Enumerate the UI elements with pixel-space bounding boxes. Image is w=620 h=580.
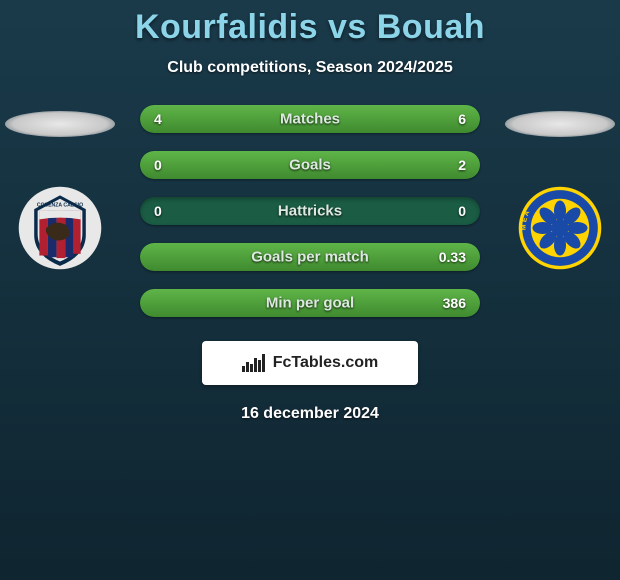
header: Kourfalidis vs Bouah Club competitions, … xyxy=(0,0,620,77)
stat-value-right: 0 xyxy=(458,203,466,219)
club-badge-right: M E A xyxy=(517,185,603,271)
stat-row: 0 Goals 2 xyxy=(140,151,480,179)
carrarese-badge-icon: M E A xyxy=(517,185,603,271)
cosenza-badge-icon: COSENZA CALCIO xyxy=(17,185,103,271)
page-title: Kourfalidis vs Bouah xyxy=(0,8,620,47)
stat-row: Goals per match 0.33 xyxy=(140,243,480,271)
date-label: 16 december 2024 xyxy=(0,405,620,423)
stat-label: Hattricks xyxy=(278,203,342,220)
stat-label: Goals xyxy=(289,157,331,174)
player-left-column: COSENZA CALCIO xyxy=(0,105,120,271)
stat-row: 4 Matches 6 xyxy=(140,105,480,133)
stat-label: Matches xyxy=(280,111,340,128)
comparison-content: COSENZA CALCIO xyxy=(0,105,620,423)
page-subtitle: Club competitions, Season 2024/2025 xyxy=(0,59,620,77)
stat-label: Min per goal xyxy=(266,295,354,312)
stat-value-right: 6 xyxy=(458,111,466,127)
stat-row: Min per goal 386 xyxy=(140,289,480,317)
bar-chart-icon xyxy=(242,354,265,372)
stat-row: 0 Hattricks 0 xyxy=(140,197,480,225)
player-left-photo-placeholder xyxy=(5,111,115,137)
brand-label: FcTables.com xyxy=(273,354,379,372)
brand-box[interactable]: FcTables.com xyxy=(202,341,418,385)
player-right-column: M E A xyxy=(500,105,620,271)
stat-value-left: 0 xyxy=(154,157,162,173)
stat-label: Goals per match xyxy=(251,249,369,266)
stat-value-left: 0 xyxy=(154,203,162,219)
club-badge-left: COSENZA CALCIO xyxy=(17,185,103,271)
svg-text:COSENZA CALCIO: COSENZA CALCIO xyxy=(37,203,83,209)
stat-value-right: 386 xyxy=(443,295,466,311)
player-right-photo-placeholder xyxy=(505,111,615,137)
stat-value-right: 0.33 xyxy=(439,249,466,265)
stat-value-left: 4 xyxy=(154,111,162,127)
stat-value-right: 2 xyxy=(458,157,466,173)
stat-rows: 4 Matches 6 0 Goals 2 0 Hattricks 0 Goals per mat… xyxy=(140,105,480,317)
